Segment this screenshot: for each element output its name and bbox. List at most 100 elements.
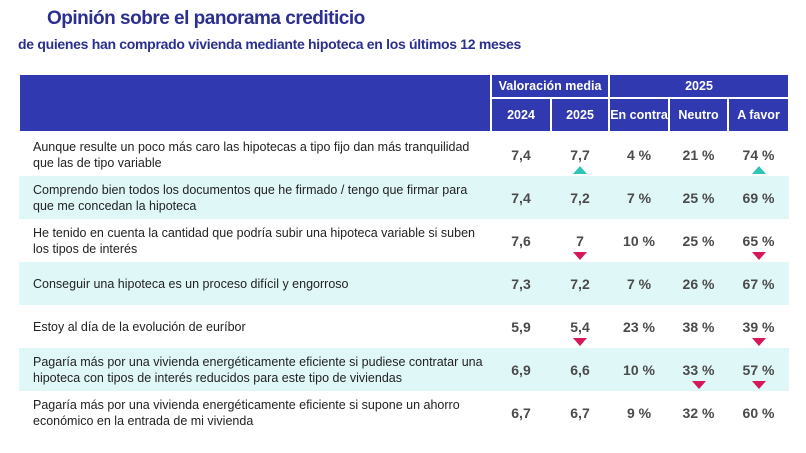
cell-value: 33 %	[682, 361, 715, 378]
cell-value: 67 %	[742, 275, 775, 292]
cell-value: 69 %	[742, 189, 775, 206]
cell-value: 7,2	[570, 189, 590, 206]
cell-neutro: 25 %	[669, 176, 729, 219]
header-2025: 2025	[549, 97, 611, 133]
cell-value: 7 %	[626, 275, 652, 292]
cell-neutro: 25 %	[669, 219, 728, 262]
cell-value: 7,4	[511, 146, 531, 163]
header-2024: 2024	[490, 97, 552, 133]
cell-value: 60 %	[742, 404, 775, 421]
cell-favor: 65 %	[728, 219, 789, 262]
cell-value: 38 %	[682, 318, 715, 335]
cell-value: 7,3	[511, 275, 531, 292]
page-subtitle: de quienes han comprado vivienda mediant…	[18, 36, 521, 52]
cell-v2024: 6,7	[491, 391, 551, 434]
cell-value: 5,4	[570, 318, 590, 335]
table-row: Conseguir una hipoteca es un proceso dif…	[19, 262, 790, 305]
cell-contra: 9 %	[609, 391, 669, 434]
cell-value: 65 %	[742, 232, 775, 249]
cell-neutro: 26 %	[669, 262, 729, 305]
cell-value: 39 %	[742, 318, 775, 335]
cell-contra: 7 %	[609, 262, 670, 305]
cell-contra: 23 %	[609, 305, 669, 348]
cell-value: 5,9	[511, 318, 531, 335]
table-row: Pagaría más por una vivienda energéticam…	[19, 391, 789, 434]
table-row: He tenido en cuenta la cantidad que podr…	[19, 219, 789, 262]
cell-value: 25 %	[682, 232, 715, 249]
cell-value: 74 %	[742, 146, 775, 163]
cell-value: 10 %	[623, 232, 655, 249]
cell-value: 7 %	[626, 189, 652, 206]
cell-value: 6,7	[511, 404, 531, 421]
header-blank	[18, 73, 492, 133]
cell-v2025: 5,4	[551, 305, 609, 348]
arrow-down-icon	[573, 338, 587, 346]
cell-value: 6,6	[570, 361, 590, 378]
cell-value: 21 %	[682, 146, 715, 163]
table-row: Aunque resulte un poco más caro las hipo…	[19, 132, 789, 176]
cell-value: 7,2	[570, 275, 590, 292]
cell-v2025: 7,7	[551, 132, 609, 176]
cell-favor: 39 %	[728, 305, 789, 348]
cell-value: 7,4	[511, 189, 531, 206]
cell-value: 7	[576, 232, 584, 249]
cell-value: 32 %	[682, 404, 715, 421]
cell-value: 4 %	[626, 146, 652, 163]
cell-favor: 60 %	[728, 391, 789, 434]
cell-value: 10 %	[623, 361, 655, 378]
cell-v2025: 6,7	[551, 391, 609, 434]
cell-value: 57 %	[742, 361, 775, 378]
row-label: Estoy al día de la evolución de euríbor	[33, 319, 246, 334]
cell-value: 7,6	[511, 232, 531, 249]
table-row: Estoy al día de la evolución de euríbor 5…	[19, 305, 789, 348]
cell-favor: 74 %	[728, 132, 789, 176]
cell-contra: 10 %	[609, 348, 670, 391]
cell-value: 9 %	[626, 404, 652, 421]
cell-v2024: 7,4	[491, 176, 551, 219]
cell-contra: 4 %	[609, 132, 669, 176]
table-row: Comprendo bien todos los documentos que …	[19, 176, 790, 219]
opinion-table: Valoración media 2025 2024 2025 En contr…	[18, 73, 791, 434]
cell-contra: 7 %	[609, 176, 670, 219]
cell-favor: 69 %	[728, 176, 790, 219]
cell-v2024: 5,9	[491, 305, 551, 348]
row-label: Pagaría más por una vivienda energéticam…	[19, 348, 491, 391]
row-label: Conseguir una hipoteca es un proceso dif…	[19, 262, 491, 305]
arrow-up-icon	[751, 166, 766, 174]
header-en-contra: En contra	[608, 97, 671, 133]
cell-neutro: 33 %	[669, 348, 729, 391]
cell-v2025: 7	[551, 219, 609, 262]
cell-v2025: 7,2	[551, 262, 610, 305]
arrow-up-icon	[573, 166, 587, 174]
arrow-down-icon	[751, 252, 766, 260]
arrow-down-icon	[751, 338, 766, 346]
row-label: Comprendo bien todos los documentos que …	[19, 176, 491, 219]
header-valoracion-media: Valoración media	[489, 73, 611, 99]
arrow-down-icon	[691, 381, 706, 389]
arrow-down-icon	[751, 381, 766, 389]
cell-v2025: 6,6	[551, 348, 610, 391]
cell-favor: 67 %	[728, 262, 790, 305]
header-a-favor: A favor	[727, 97, 791, 133]
row-label: Pagaría más por una vivienda energéticam…	[33, 397, 460, 428]
cell-neutro: 32 %	[669, 391, 728, 434]
cell-value: 25 %	[682, 189, 715, 206]
cell-neutro: 21 %	[669, 132, 728, 176]
cell-v2024: 7,3	[491, 262, 551, 305]
cell-value: 7,7	[570, 146, 590, 163]
cell-value: 6,9	[511, 361, 531, 378]
cell-contra: 10 %	[609, 219, 669, 262]
cell-value: 6,7	[570, 404, 590, 421]
row-label: He tenido en cuenta la cantidad que podr…	[33, 225, 475, 256]
cell-v2025: 7,2	[551, 176, 610, 219]
header-neutro: Neutro	[668, 97, 730, 133]
cell-value: 26 %	[682, 275, 715, 292]
cell-v2024: 7,4	[491, 132, 551, 176]
cell-v2024: 7,6	[491, 219, 551, 262]
page-title: Opinión sobre el panorama crediticio	[47, 8, 365, 29]
table-row: Pagaría más por una vivienda energéticam…	[19, 348, 790, 391]
header-2025-group: 2025	[608, 73, 791, 99]
cell-neutro: 38 %	[669, 305, 728, 348]
arrow-down-icon	[573, 252, 587, 260]
cell-favor: 57 %	[728, 348, 790, 391]
